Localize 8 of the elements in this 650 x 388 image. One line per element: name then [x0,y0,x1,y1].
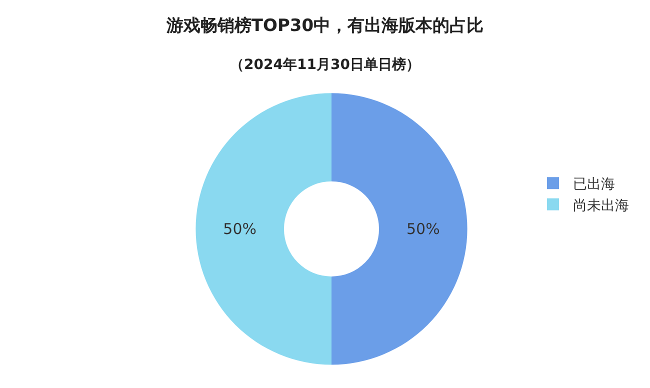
data-label: 50% [406,220,440,238]
chart-title: 游戏畅销榜TOP30中，有出海版本的占比 [165,16,484,36]
chart-subtitle: （2024年11月30日单日榜） [230,56,420,73]
donut-slice [196,93,332,365]
legend-label: 尚未出海 [573,198,629,214]
data-label: 50% [223,220,257,238]
donut-slice [332,93,468,365]
legend-label: 已出海 [573,176,615,193]
